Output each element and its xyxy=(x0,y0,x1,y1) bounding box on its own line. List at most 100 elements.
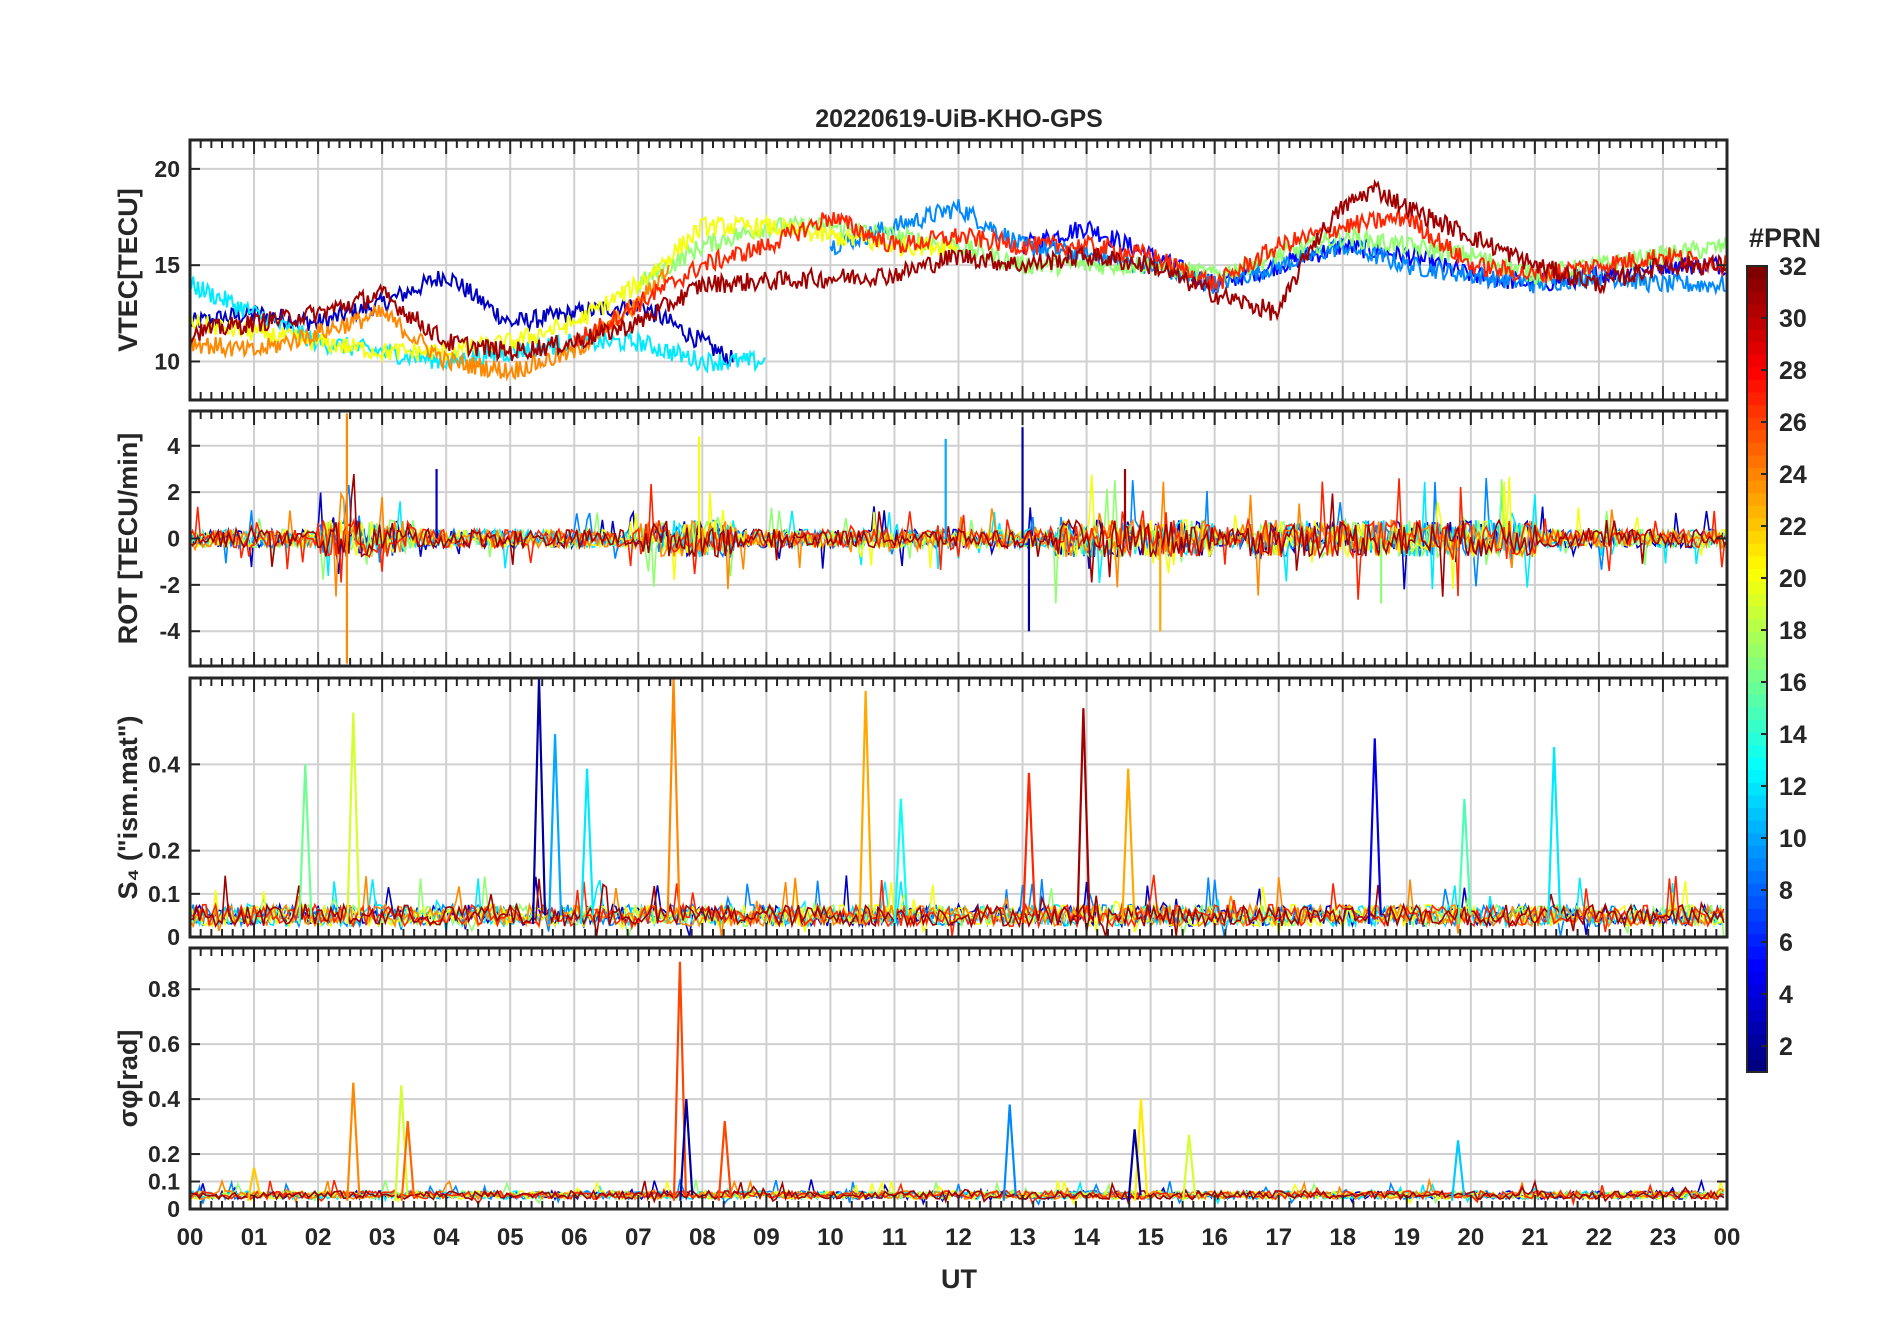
colorbar-segment xyxy=(1747,291,1767,305)
x-axis-label: UT xyxy=(941,1264,977,1294)
x-axis: 00 01 02 03 04 05 06 07 08 09 10 11 12 13 14 15 16 17 18 19… xyxy=(177,1224,1741,1251)
colorbar-segment xyxy=(1747,920,1767,935)
colorbar-segment xyxy=(1747,807,1767,821)
colorbar-tick-label: 30 xyxy=(1779,305,1807,333)
colorbar-segment xyxy=(1747,366,1767,380)
x-tick-label: 13 xyxy=(1009,1224,1036,1251)
colorbar-segment xyxy=(1747,757,1767,771)
colorbar-segment xyxy=(1747,391,1767,406)
colorbar-tick-label: 14 xyxy=(1779,721,1807,749)
colorbar-segment xyxy=(1747,568,1767,582)
data-peak xyxy=(1181,1134,1197,1201)
data-peak xyxy=(1367,738,1382,925)
data-peak xyxy=(1546,747,1562,925)
colorbar-segment xyxy=(1747,316,1767,330)
colorbar-segment xyxy=(1747,1034,1767,1048)
colorbar-segment xyxy=(1747,958,1767,972)
y-tick-label: 0.8 xyxy=(148,976,180,1002)
colorbar-segment xyxy=(1747,593,1767,607)
data-peak xyxy=(400,1120,415,1201)
colorbar-segment xyxy=(1747,706,1767,720)
data-peak xyxy=(1127,1129,1142,1201)
colorbar-segment xyxy=(1747,266,1767,280)
y-axis-label: ROT [TECU/min] xyxy=(113,433,143,644)
colorbar-segment xyxy=(1747,417,1767,431)
y-axis-label: σφ[rad] xyxy=(113,1030,143,1128)
x-tick-label: 22 xyxy=(1586,1224,1613,1251)
x-tick-label: 21 xyxy=(1522,1224,1549,1251)
x-tick-label: 03 xyxy=(369,1224,396,1251)
panel-sigma_phi: 00.10.2 0.4 0.6 0.8 σφ[rad] xyxy=(113,946,1729,1222)
series-group xyxy=(190,178,1727,382)
colorbar-segment xyxy=(1747,454,1767,469)
data-peak xyxy=(1450,1140,1466,1201)
colorbar-tick-label: 6 xyxy=(1779,929,1793,957)
y-tick-label: 0.1 xyxy=(148,881,180,907)
panel-S4: 0 0.1 0.2 0.4S₄ ("ism.mat") xyxy=(113,676,1729,950)
x-tick-label: 12 xyxy=(945,1224,972,1251)
colorbar-tick-label: 20 xyxy=(1779,565,1807,593)
x-tick-label: 14 xyxy=(1073,1224,1100,1251)
x-tick-label: 04 xyxy=(433,1224,460,1251)
colorbar-segment xyxy=(1747,442,1767,456)
y-tick-label: 15 xyxy=(154,252,180,278)
data-peak xyxy=(1021,772,1037,925)
colorbar-tick-label: 2 xyxy=(1779,1033,1793,1061)
colorbar-tick-label: 22 xyxy=(1779,513,1807,541)
y-tick-label: -4 xyxy=(160,618,181,644)
data-peak xyxy=(858,690,873,925)
y-tick-label: 0.1 xyxy=(148,1169,180,1195)
y-tick-label: 4 xyxy=(167,433,180,459)
colorbar-segment xyxy=(1747,1009,1767,1023)
colorbar-segment xyxy=(1747,946,1767,960)
colorbar-segment xyxy=(1747,782,1767,796)
series-line xyxy=(190,1178,1725,1205)
colorbar-segment xyxy=(1747,341,1767,355)
colorbar-segment xyxy=(1747,719,1767,733)
colorbar-segment xyxy=(1747,429,1767,443)
colorbar-segment xyxy=(1747,1046,1767,1061)
colorbar-segment xyxy=(1747,606,1767,620)
data-peak xyxy=(346,1082,361,1201)
colorbar-segment xyxy=(1747,895,1767,909)
colorbar-segment xyxy=(1747,1059,1767,1073)
y-tick-label: 0 xyxy=(167,1196,180,1222)
colorbar-segment xyxy=(1747,555,1767,569)
colorbar-segment xyxy=(1747,278,1767,292)
y-tick-label: 0.6 xyxy=(148,1031,180,1057)
series-line xyxy=(190,178,1727,363)
data-peak xyxy=(531,678,547,925)
x-tick-label: 20 xyxy=(1457,1224,1484,1251)
x-tick-label: 00 xyxy=(1714,1224,1741,1251)
colorbar-segment xyxy=(1747,908,1767,922)
colorbar-label: #PRN xyxy=(1749,223,1821,253)
series-group xyxy=(190,413,1727,664)
colorbar-segment xyxy=(1747,681,1767,695)
data-peak xyxy=(346,712,361,925)
data-peak xyxy=(679,1099,694,1201)
colorbar-segment xyxy=(1747,1021,1767,1035)
colorbar-segment xyxy=(1747,731,1767,746)
series-line xyxy=(190,264,670,382)
colorbar-segment xyxy=(1747,643,1767,658)
colorbar-segment xyxy=(1747,580,1767,595)
data-peak xyxy=(893,798,908,925)
series-line xyxy=(190,213,958,364)
data-peak xyxy=(547,734,563,925)
x-tick-label: 19 xyxy=(1393,1224,1420,1251)
data-peak xyxy=(1002,1104,1017,1201)
y-tick-label: 0 xyxy=(167,924,180,950)
series-group xyxy=(190,678,1725,937)
colorbar-segment xyxy=(1747,543,1767,557)
colorbar-segment xyxy=(1747,669,1767,683)
y-tick-label: 2 xyxy=(167,479,180,505)
x-tick-label: 00 xyxy=(177,1224,204,1251)
colorbar-segment xyxy=(1747,631,1767,645)
colorbar-segment xyxy=(1747,883,1767,897)
panel-VTEC: 10 15 20 VTEC[TECU] xyxy=(113,138,1729,402)
colorbar-segment xyxy=(1747,505,1767,519)
colorbar-segment xyxy=(1747,996,1767,1010)
colorbar-segment xyxy=(1747,492,1767,506)
